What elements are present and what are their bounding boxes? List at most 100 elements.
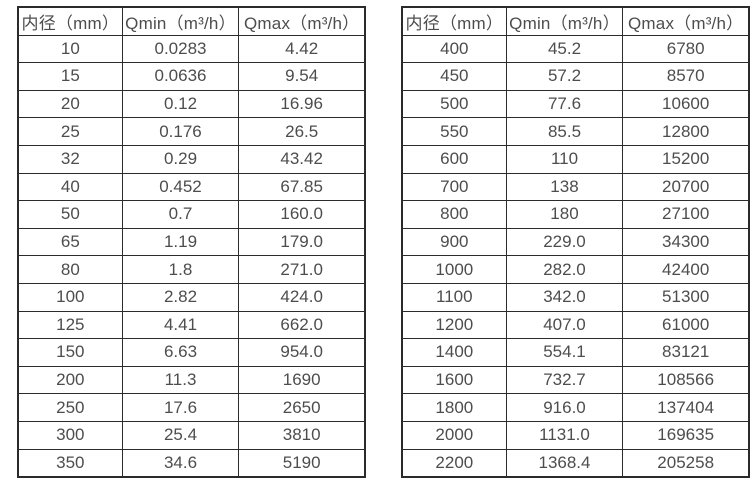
- diameter-cell: 2000: [401, 420, 507, 450]
- qmax-cell: 43.42: [238, 144, 366, 174]
- diameter-cell: 1200: [401, 310, 507, 340]
- qmin-cell: 0.0283: [121, 34, 240, 64]
- qmin-cell: 2.82: [121, 282, 240, 312]
- table-row: 1600 732.7 108566: [401, 365, 750, 395]
- diameter-cell: 350: [17, 448, 123, 478]
- qmax-cell: 27100: [622, 200, 750, 229]
- table-row: 1800 916.0 137404: [401, 393, 750, 422]
- diameter-cell: 80: [17, 255, 123, 284]
- column-header-qmin: Qmin（m³/h）: [121, 6, 240, 36]
- table-row: 15 0.0636 9.54: [17, 62, 366, 91]
- table-row: 80 1.8 271.0: [17, 255, 366, 284]
- qmin-cell: 1131.0: [505, 420, 624, 450]
- diameter-cell: 40: [17, 172, 123, 202]
- diameter-cell: 600: [401, 144, 507, 174]
- qmin-cell: 732.7: [505, 365, 624, 395]
- qmin-cell: 25.4: [121, 420, 240, 450]
- table-row: 65 1.19 179.0: [17, 227, 366, 257]
- diameter-cell: 500: [401, 89, 507, 119]
- qmax-cell: 8570: [622, 62, 750, 91]
- table-row: 2000 1131.0 169635: [401, 420, 750, 450]
- diameter-cell: 1800: [401, 393, 507, 422]
- table-row: 100 2.82 424.0: [17, 282, 366, 312]
- qmax-cell: 160.0: [238, 200, 366, 229]
- diameter-cell: 400: [401, 34, 507, 64]
- diameter-cell: 1600: [401, 365, 507, 395]
- table-row: 10 0.0283 4.42: [17, 34, 366, 64]
- table-row: 300 25.4 3810: [17, 420, 366, 450]
- qmax-cell: 6780: [622, 34, 750, 64]
- flow-table-large-diameters: 内径（mm） Qmin（m³/h） Qmax（m³/h） 400 45.2 6780 45…: [401, 6, 750, 479]
- column-header-qmin: Qmin（m³/h）: [505, 6, 624, 36]
- qmax-cell: 4.42: [238, 34, 366, 64]
- table-row: 500 77.6 10600: [401, 89, 750, 119]
- table-row: 250 17.6 2650: [17, 393, 366, 422]
- qmax-cell: 954.0: [238, 338, 366, 367]
- qmax-cell: 42400: [622, 255, 750, 284]
- qmin-cell: 0.452: [121, 172, 240, 202]
- table-row: 40 0.452 67.85: [17, 172, 366, 202]
- qmax-cell: 20700: [622, 172, 750, 202]
- qmax-cell: 12800: [622, 117, 750, 146]
- qmin-cell: 916.0: [505, 393, 624, 422]
- qmin-cell: 11.3: [121, 365, 240, 395]
- table-row: 900 229.0 34300: [401, 227, 750, 257]
- table-row: 1200 407.0 61000: [401, 310, 750, 340]
- diameter-cell: 700: [401, 172, 507, 202]
- qmin-cell: 554.1: [505, 338, 624, 367]
- qmin-cell: 1.8: [121, 255, 240, 284]
- diameter-cell: 1400: [401, 338, 507, 367]
- qmin-cell: 1.19: [121, 227, 240, 257]
- qmax-cell: 51300: [622, 282, 750, 312]
- diameter-cell: 300: [17, 420, 123, 450]
- diameter-cell: 1100: [401, 282, 507, 312]
- qmax-cell: 16.96: [238, 89, 366, 119]
- qmin-cell: 229.0: [505, 227, 624, 257]
- qmin-cell: 0.7: [121, 200, 240, 229]
- header-row: 内径（mm） Qmin（m³/h） Qmax（m³/h）: [401, 6, 750, 36]
- qmin-cell: 138: [505, 172, 624, 202]
- diameter-cell: 900: [401, 227, 507, 257]
- qmax-cell: 3810: [238, 420, 366, 450]
- table-row: 150 6.63 954.0: [17, 338, 366, 367]
- qmin-cell: 34.6: [121, 448, 240, 478]
- diameter-cell: 25: [17, 117, 123, 146]
- table-row: 700 138 20700: [401, 172, 750, 202]
- diameter-cell: 50: [17, 200, 123, 229]
- qmax-cell: 424.0: [238, 282, 366, 312]
- diameter-cell: 65: [17, 227, 123, 257]
- column-header-qmax: Qmax（m³/h）: [622, 6, 750, 36]
- table-row: 800 180 27100: [401, 200, 750, 229]
- flow-spec-tables: 内径（mm） Qmin（m³/h） Qmax（m³/h） 10 0.0283 4.42 1…: [17, 6, 750, 479]
- diameter-cell: 1000: [401, 255, 507, 284]
- table-row: 50 0.7 160.0: [17, 200, 366, 229]
- qmin-cell: 0.176: [121, 117, 240, 146]
- header-row: 内径（mm） Qmin（m³/h） Qmax（m³/h）: [17, 6, 366, 36]
- qmax-cell: 61000: [622, 310, 750, 340]
- diameter-cell: 10: [17, 34, 123, 64]
- qmax-cell: 662.0: [238, 310, 366, 340]
- diameter-cell: 2200: [401, 448, 507, 478]
- qmin-cell: 342.0: [505, 282, 624, 312]
- qmax-cell: 169635: [622, 420, 750, 450]
- table-row: 1000 282.0 42400: [401, 255, 750, 284]
- table-row: 25 0.176 26.5: [17, 117, 366, 146]
- qmax-cell: 83121: [622, 338, 750, 367]
- qmin-cell: 0.0636: [121, 62, 240, 91]
- qmin-cell: 1368.4: [505, 448, 624, 478]
- qmax-cell: 108566: [622, 365, 750, 395]
- qmin-cell: 45.2: [505, 34, 624, 64]
- qmin-cell: 17.6: [121, 393, 240, 422]
- table-row: 20 0.12 16.96: [17, 89, 366, 119]
- diameter-cell: 100: [17, 282, 123, 312]
- qmin-cell: 77.6: [505, 89, 624, 119]
- table-row: 350 34.6 5190: [17, 448, 366, 478]
- diameter-cell: 15: [17, 62, 123, 91]
- table-row: 1400 554.1 83121: [401, 338, 750, 367]
- qmax-cell: 15200: [622, 144, 750, 174]
- diameter-cell: 20: [17, 89, 123, 119]
- diameter-cell: 32: [17, 144, 123, 174]
- qmax-cell: 137404: [622, 393, 750, 422]
- table-row: 550 85.5 12800: [401, 117, 750, 146]
- table-row: 400 45.2 6780: [401, 34, 750, 64]
